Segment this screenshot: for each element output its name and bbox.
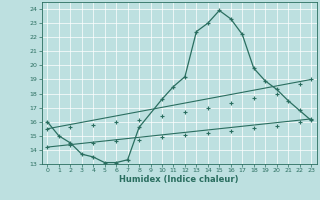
X-axis label: Humidex (Indice chaleur): Humidex (Indice chaleur) (119, 175, 239, 184)
